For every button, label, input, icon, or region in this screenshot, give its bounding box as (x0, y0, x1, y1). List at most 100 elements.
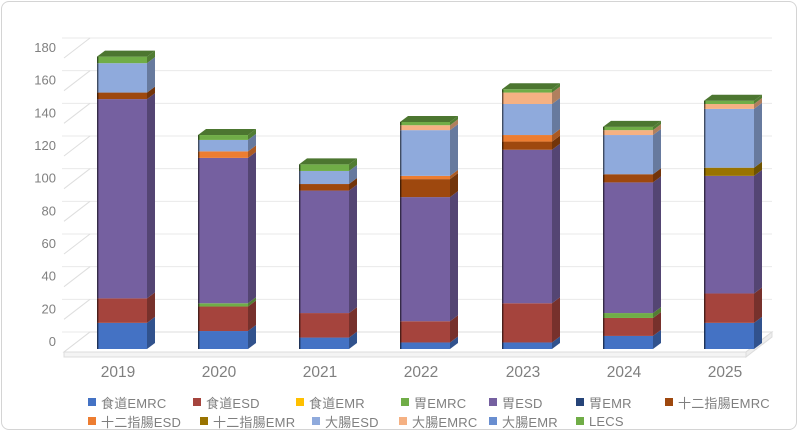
x-axis-label-2025: 2025 (708, 364, 742, 381)
gridline-tick-180 (63, 37, 91, 59)
bar-side-2021-大腸ESD (349, 164, 357, 185)
bar-side-2022-大腸ESD (450, 124, 458, 176)
bar-side-2022-食道EMRC (450, 336, 458, 349)
bar-segment-2024-大腸ESD (603, 135, 653, 175)
bar-segment-2019-大腸ESD (97, 63, 147, 93)
bar-segment-2019-食道EMRC (97, 322, 147, 349)
x-axis-label-2020: 2020 (202, 364, 237, 381)
bar-2025 (704, 94, 762, 349)
bar-segment-2020-LECS (198, 135, 248, 140)
y-axis-label-0: 0 (49, 334, 56, 349)
bar-segment-2020-大腸ESD (198, 139, 248, 152)
bar-segment-2025-大腸EMRC (704, 104, 754, 109)
bar-side-2024-胃ESD (653, 176, 661, 314)
bar-side-2024-十二指腸EMRC (653, 168, 661, 183)
bar-side-2021-十二指腸EMRC (349, 178, 357, 191)
bar-top-2022 (400, 115, 458, 122)
bar-top-2024 (603, 120, 661, 127)
y-axis-label-60: 60 (42, 236, 56, 251)
bar-side-2021-食道EMRC (349, 331, 357, 349)
gridline-tick-40 (63, 266, 91, 288)
bar-segment-2019-食道ESD (97, 298, 147, 323)
x-axis-label-2019: 2019 (101, 364, 135, 381)
bar-top-2020 (198, 129, 256, 136)
bar-top-2023 (502, 83, 560, 90)
bar-segment-2020-胃ESD (198, 157, 248, 304)
bar-side-2019-食道ESD (147, 292, 155, 323)
bar-side-2023-十二指腸EMRC (552, 135, 560, 150)
bar-top-2025 (704, 94, 762, 101)
gridline-tick-120 (63, 135, 91, 157)
y-axis-label-160: 160 (34, 73, 56, 88)
bar-segment-2019-胃ESD (97, 99, 147, 299)
bar-side-2023-胃ESD (552, 143, 560, 304)
bar-side-2023-大腸EMRC (552, 86, 560, 104)
bar-side-2023-大腸ESD (552, 98, 560, 136)
bar-side-2019-十二指腸EMRC (147, 86, 155, 100)
bar-side-2022-十二指腸ESD (450, 169, 458, 180)
bar-side-2024-食道EMRC (653, 329, 661, 349)
bar-segment-2024-胃ESD (603, 182, 653, 314)
bar-2023 (502, 83, 560, 349)
bar-2020 (197, 129, 256, 349)
bar-side-2024-食道ESD (653, 311, 661, 336)
bar-segment-2022-食道EMRC (400, 342, 450, 349)
bar-segment-2023-LECS (502, 89, 552, 93)
bar-side-2020-胃ESD (248, 151, 256, 304)
bar-segment-2025-胃ESD (704, 175, 754, 294)
floor-front-face (63, 351, 747, 358)
bar-segment-2019-十二指腸EMRC (97, 92, 147, 100)
bar-side-2019-大腸ESD (147, 57, 155, 93)
bar-side-2024-LECS (653, 120, 661, 131)
bar-segment-2025-食道EMRC (704, 322, 754, 349)
y-axis-label-100: 100 (34, 171, 56, 186)
x-axis-label-2024: 2024 (607, 364, 642, 381)
bar-side-2020-十二指腸ESD (248, 145, 256, 158)
bar-segment-2023-十二指腸ESD (502, 135, 552, 142)
y-axis-label-180: 180 (34, 40, 56, 55)
bar-side-2022-胃ESD (450, 191, 458, 322)
bar-side-2022-LECS (450, 115, 458, 126)
bar-segment-2021-食道ESD (299, 313, 349, 338)
bar-side-2024-大腸EMRC (653, 124, 661, 136)
gridline-tick-20 (63, 298, 91, 320)
bar-side-2019-食道EMRC (147, 316, 155, 349)
bar-segment-2019-LECS (97, 56, 147, 64)
x-axis-label-2021: 2021 (303, 364, 337, 381)
bar-segment-2025-十二指腸EMR (704, 167, 754, 176)
bar-segment-2020-十二指腸ESD (198, 151, 248, 158)
bar-side-2019-胃ESD (147, 93, 155, 299)
bar-segment-2022-十二指腸ESD (400, 175, 450, 180)
bar-side-2020-胃EMRC (248, 297, 256, 307)
bar-side-2023-食道ESD (552, 297, 560, 343)
bar-side-2025-食道EMRC (754, 316, 762, 349)
bar-2024 (603, 120, 661, 349)
bar-side-2022-食道ESD (450, 315, 458, 343)
gridline-tick-160 (63, 70, 91, 92)
bar-segment-2024-胃EMRC (603, 313, 653, 318)
bar-segment-2024-大腸EMRC (603, 130, 653, 136)
bar-side-2020-LECS (248, 129, 256, 140)
y-axis-label-40: 40 (42, 269, 56, 284)
bar-segment-2022-大腸ESD (400, 130, 450, 176)
bar-side-2022-大腸EMRC (450, 119, 458, 131)
bar-side-2023-食道EMRC (552, 336, 560, 349)
bar-segment-2022-LECS (400, 121, 450, 126)
bar-segment-2023-大腸EMRC (502, 92, 552, 104)
bar-side-2025-大腸ESD (754, 102, 762, 168)
bar-segment-2023-食道EMRC (502, 342, 552, 349)
bar-side-2019-LECS (147, 50, 155, 64)
bar-side-2022-十二指腸EMRC (450, 173, 458, 198)
bar-side-2025-LECS (754, 94, 762, 104)
bar-segment-2021-胃ESD (299, 190, 349, 314)
y-axis-label-20: 20 (42, 301, 56, 316)
gridline-tick-140 (63, 102, 91, 124)
y-axis-label-120: 120 (34, 138, 56, 153)
bar-side-2025-大腸EMRC (754, 98, 762, 109)
bar-segment-2024-食道ESD (603, 317, 653, 336)
bar-side-2025-食道ESD (754, 287, 762, 323)
bar-segment-2023-大腸ESD (502, 104, 552, 136)
bar-segment-2021-大腸ESD (299, 170, 349, 185)
bar-segment-2022-胃ESD (400, 197, 450, 322)
